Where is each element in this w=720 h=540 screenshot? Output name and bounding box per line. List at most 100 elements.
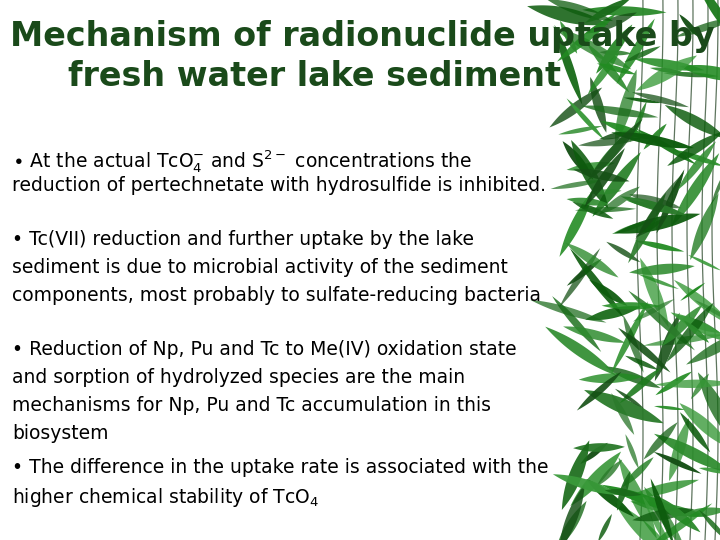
Polygon shape xyxy=(657,170,685,233)
Polygon shape xyxy=(590,77,606,133)
Polygon shape xyxy=(672,150,720,166)
Polygon shape xyxy=(579,373,642,383)
Polygon shape xyxy=(635,241,684,252)
Polygon shape xyxy=(632,508,694,521)
Polygon shape xyxy=(559,126,602,134)
Polygon shape xyxy=(680,508,720,517)
Polygon shape xyxy=(670,313,720,343)
Polygon shape xyxy=(530,300,606,322)
Polygon shape xyxy=(696,0,720,44)
Polygon shape xyxy=(600,121,653,140)
Polygon shape xyxy=(611,393,634,435)
Polygon shape xyxy=(567,162,616,171)
Polygon shape xyxy=(630,501,706,517)
Polygon shape xyxy=(611,301,648,374)
Polygon shape xyxy=(570,248,624,318)
Text: components, most probably to sulfate-reducing bacteria: components, most probably to sulfate-red… xyxy=(12,286,541,305)
Polygon shape xyxy=(686,328,720,364)
Polygon shape xyxy=(644,487,685,540)
Polygon shape xyxy=(655,372,692,395)
Polygon shape xyxy=(663,72,719,77)
Polygon shape xyxy=(699,510,720,540)
Polygon shape xyxy=(580,443,608,464)
Polygon shape xyxy=(615,503,679,540)
Polygon shape xyxy=(626,480,699,498)
Text: • The difference in the uptake rate is associated with the: • The difference in the uptake rate is a… xyxy=(12,458,549,477)
Polygon shape xyxy=(654,313,680,381)
Polygon shape xyxy=(567,98,604,140)
Polygon shape xyxy=(669,418,689,481)
Polygon shape xyxy=(599,187,640,215)
Polygon shape xyxy=(628,193,666,263)
Polygon shape xyxy=(559,484,585,540)
Polygon shape xyxy=(630,101,647,142)
Polygon shape xyxy=(624,98,661,103)
Polygon shape xyxy=(590,280,627,306)
Polygon shape xyxy=(644,124,667,150)
Polygon shape xyxy=(626,200,662,208)
Polygon shape xyxy=(624,315,644,373)
Polygon shape xyxy=(626,434,639,469)
Polygon shape xyxy=(653,494,701,532)
Polygon shape xyxy=(634,58,704,71)
Polygon shape xyxy=(629,291,695,350)
Text: and sorption of hydrolyzed species are the main: and sorption of hydrolyzed species are t… xyxy=(12,368,465,387)
Polygon shape xyxy=(654,452,701,474)
Polygon shape xyxy=(566,243,618,278)
Polygon shape xyxy=(618,457,657,539)
Polygon shape xyxy=(612,221,649,234)
Polygon shape xyxy=(572,202,613,219)
Polygon shape xyxy=(562,440,589,510)
Polygon shape xyxy=(625,356,658,370)
Polygon shape xyxy=(675,315,720,333)
Polygon shape xyxy=(559,190,593,257)
Polygon shape xyxy=(598,514,612,540)
Text: fresh water lake sediment: fresh water lake sediment xyxy=(68,60,561,93)
Polygon shape xyxy=(676,17,720,37)
Polygon shape xyxy=(698,372,720,447)
Polygon shape xyxy=(620,367,662,403)
Polygon shape xyxy=(556,501,587,540)
Polygon shape xyxy=(573,443,625,452)
Text: $\bullet$ At the actual TcO$_{4}^{-}$ and S$^{2-}$ concentrations the: $\bullet$ At the actual TcO$_{4}^{-}$ an… xyxy=(12,148,472,175)
Polygon shape xyxy=(642,494,675,540)
Polygon shape xyxy=(599,131,635,139)
Polygon shape xyxy=(632,92,689,107)
Polygon shape xyxy=(644,503,712,540)
Text: sediment is due to microbial activity of the sediment: sediment is due to microbial activity of… xyxy=(12,258,508,277)
Polygon shape xyxy=(584,148,625,207)
Polygon shape xyxy=(562,141,593,180)
Polygon shape xyxy=(667,131,720,166)
Text: biosystem: biosystem xyxy=(12,424,109,443)
Polygon shape xyxy=(635,172,684,240)
Polygon shape xyxy=(553,474,620,495)
Polygon shape xyxy=(662,305,703,346)
Polygon shape xyxy=(545,327,616,376)
Polygon shape xyxy=(654,434,720,474)
Polygon shape xyxy=(605,489,642,496)
Polygon shape xyxy=(571,140,608,209)
Polygon shape xyxy=(588,52,619,94)
Polygon shape xyxy=(694,300,720,322)
Polygon shape xyxy=(597,460,622,487)
Polygon shape xyxy=(616,18,654,84)
Polygon shape xyxy=(584,390,664,423)
Polygon shape xyxy=(596,24,632,73)
Polygon shape xyxy=(711,167,720,205)
Polygon shape xyxy=(567,198,609,206)
Text: higher chemical stability of TcO$_{4}$: higher chemical stability of TcO$_{4}$ xyxy=(12,486,319,509)
Polygon shape xyxy=(614,213,701,234)
Polygon shape xyxy=(599,50,631,56)
Text: • Tc(VII) reduction and further uptake by the lake: • Tc(VII) reduction and further uptake b… xyxy=(12,230,474,249)
Polygon shape xyxy=(680,65,720,81)
Text: reduction of pertechnetate with hydrosulfide is inhibited.: reduction of pertechnetate with hydrosul… xyxy=(12,176,546,195)
Polygon shape xyxy=(624,46,660,62)
Polygon shape xyxy=(582,6,667,16)
Polygon shape xyxy=(585,306,641,320)
Polygon shape xyxy=(629,264,695,275)
Polygon shape xyxy=(618,328,670,373)
Polygon shape xyxy=(581,105,658,118)
Polygon shape xyxy=(605,366,660,388)
Polygon shape xyxy=(606,242,640,262)
Polygon shape xyxy=(667,302,714,362)
